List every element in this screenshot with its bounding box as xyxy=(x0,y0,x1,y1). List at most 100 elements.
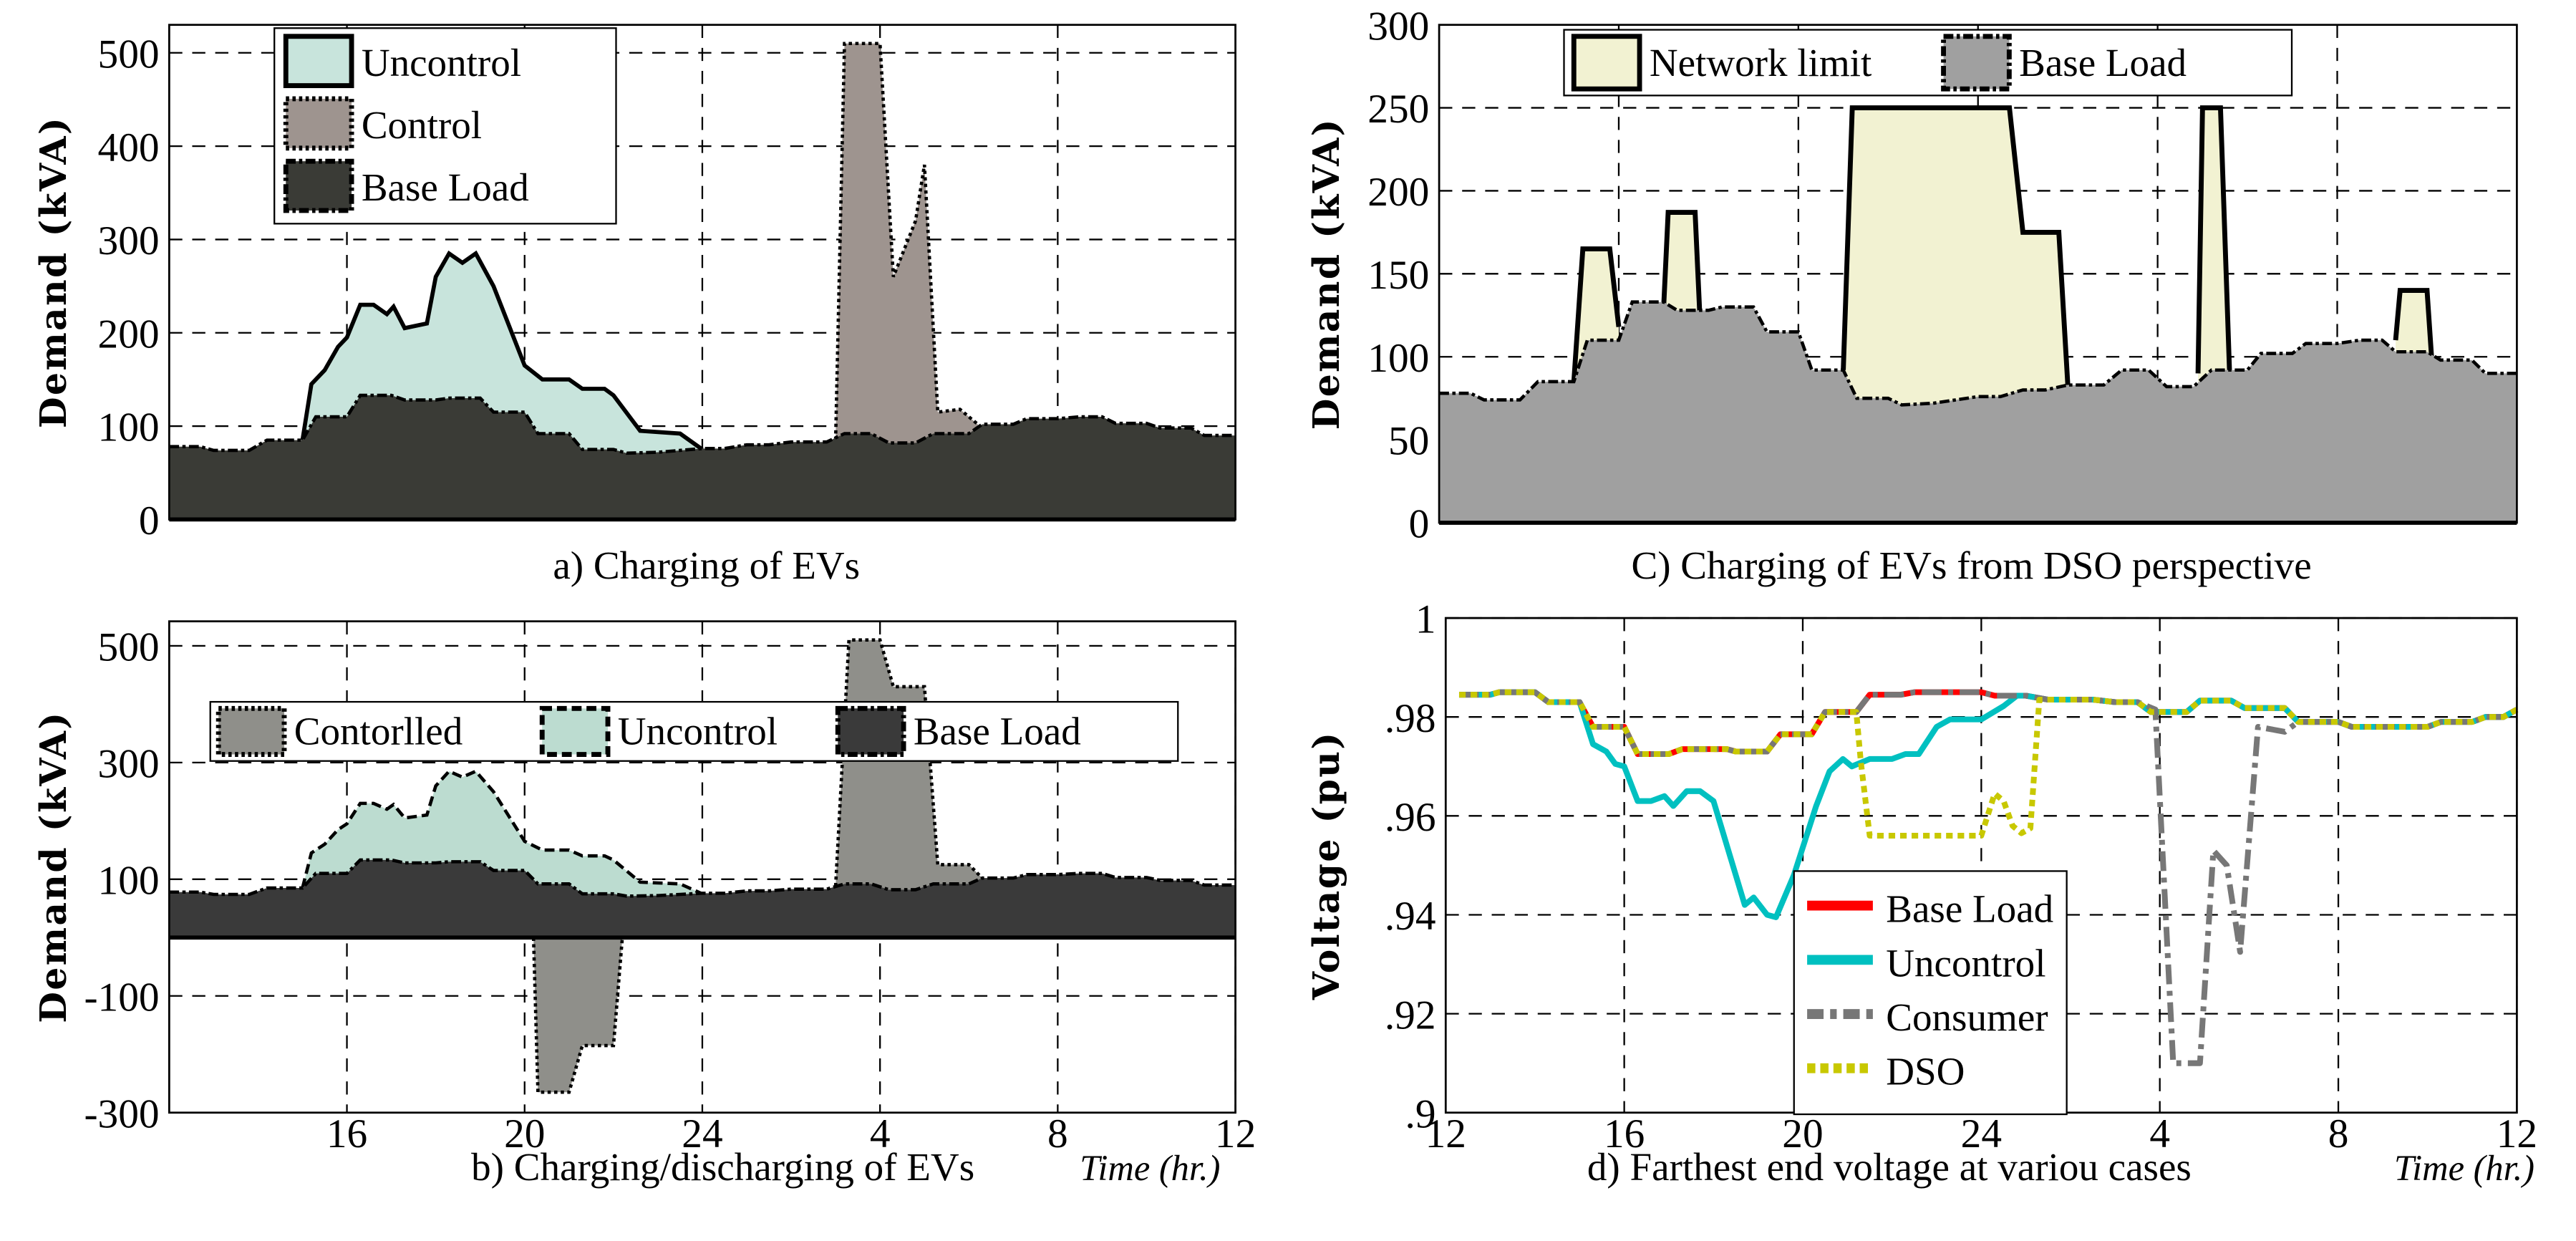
series-line-consumer xyxy=(1458,689,2519,1066)
legend-swatch-uncontrol xyxy=(283,34,354,89)
x-tick-label: 12 xyxy=(1425,1111,1466,1157)
series-outline-network-limit xyxy=(1571,246,1622,382)
series-line-uncontrol xyxy=(1458,689,2519,920)
legend-label: Control xyxy=(362,103,482,147)
legend-swatch-network-limit xyxy=(1571,34,1642,92)
y-tick-label: 0 xyxy=(1409,502,1430,547)
series-outline-network-limit xyxy=(2393,288,2434,357)
x-tick-label: 20 xyxy=(504,1111,545,1157)
legend-box xyxy=(1793,870,2068,1116)
y-axis-label: Voltage (pu) xyxy=(1305,731,1347,1001)
legend-label: Base Load xyxy=(362,165,529,209)
x-tick-label: 20 xyxy=(1782,1111,1823,1157)
subplot-title: b) Charging/discharging of EVs xyxy=(471,1145,974,1189)
y-tick-label: 200 xyxy=(98,312,160,357)
y-tick-label: .94 xyxy=(1385,894,1436,939)
series-line-dso xyxy=(1458,689,2519,839)
y-tick-label: 250 xyxy=(1367,87,1429,132)
legend-label: Base Load xyxy=(2019,41,2187,84)
y-tick-label: 300 xyxy=(98,218,160,264)
chart-d: .9 .92 .94 .96 .98 1 12 16 20 24 4 8 12 Voltage (pu) d… xyxy=(1305,597,2537,1189)
subplot-title: d) Farthest end voltage at variou cases xyxy=(1587,1145,2192,1189)
legend-label: DSO xyxy=(1886,1050,1965,1093)
legend-box xyxy=(209,700,1179,762)
legend-label: Consumer xyxy=(1886,995,2048,1039)
axes-box xyxy=(168,620,1236,1114)
series-area-base-load xyxy=(169,859,1236,938)
series-outline-network-limit xyxy=(1841,105,2071,385)
x-tick-label: 8 xyxy=(2328,1111,2349,1157)
series-area-base-load xyxy=(1439,301,2517,523)
legend-label: Base Load xyxy=(914,710,1081,753)
x-tick-label: 12 xyxy=(1215,1111,1256,1157)
y-tick-label: 300 xyxy=(98,741,160,786)
y-tick-label: 200 xyxy=(1367,170,1429,215)
legend-label: Uncontrol xyxy=(1886,941,2045,985)
y-axis-label: Demand (kVA) xyxy=(1305,117,1347,430)
x-tick-label: 16 xyxy=(1604,1111,1645,1157)
series-outline-uncontrol xyxy=(301,769,703,896)
series-outline-uncontrol xyxy=(300,250,704,451)
x-axis-label: Time (hr.) xyxy=(1080,1148,1220,1188)
legend: Uncontrol Control Base Load xyxy=(273,27,617,225)
series-outline-base-load xyxy=(169,393,1236,455)
legend-swatch-uncontrol xyxy=(539,705,611,757)
legend-swatch-base-load xyxy=(835,705,906,757)
legend: Network limit Base Load xyxy=(1563,29,2293,97)
legend-swatch-contorlled xyxy=(216,705,287,757)
series-outline-network-limit xyxy=(2195,105,2232,374)
y-tick-label: -100 xyxy=(84,975,159,1020)
y-tick-label: 0 xyxy=(139,498,160,544)
y-tick-label: 500 xyxy=(98,32,160,77)
series-area-base-load xyxy=(169,395,1236,520)
y-tick-label: 150 xyxy=(1367,253,1429,298)
legend-label: Network limit xyxy=(1650,41,1872,84)
y-tick-label: 100 xyxy=(98,405,160,450)
y-axis-label: Demand (kVA) xyxy=(32,116,74,428)
legend-label: Uncontrol xyxy=(362,41,521,84)
legend-label: Uncontrol xyxy=(618,710,778,753)
x-axis-label: Time (hr.) xyxy=(2394,1148,2534,1188)
legend-swatch-base-load xyxy=(283,158,354,213)
chart-b: -300 -100 100 300 500 16 20 24 4 8 12 Demand (kVA) b… xyxy=(32,620,1256,1189)
legend-label: Base Load xyxy=(1886,887,2053,931)
series-outline-contorlled xyxy=(531,937,624,1094)
y-tick-label: 300 xyxy=(1367,4,1429,49)
series-outline-base-load xyxy=(1439,300,2517,407)
chart-a: 0 100 200 300 400 500 Demand (kVA) a) Charging … xyxy=(32,24,1236,587)
chart-c: 0 50 100 150 200 250 300 Demand (kVA) C) Chargin… xyxy=(1305,4,2518,587)
y-axis-label: Demand (kVA) xyxy=(32,711,74,1023)
y-tick-label: 100 xyxy=(98,858,160,903)
y-tick-label: .96 xyxy=(1385,795,1436,840)
x-tick-label: 4 xyxy=(870,1111,891,1157)
x-tick-label: 12 xyxy=(2497,1111,2537,1157)
y-tick-label: .92 xyxy=(1385,993,1436,1038)
x-tick-label: 8 xyxy=(1047,1111,1068,1157)
y-tick-label: 500 xyxy=(98,625,160,670)
legend-box xyxy=(1563,29,2293,97)
y-tick-label: 400 xyxy=(98,125,160,170)
x-tick-label: 4 xyxy=(2149,1111,2170,1157)
series-area-control xyxy=(836,43,978,520)
y-tick-label: -300 xyxy=(84,1091,159,1136)
x-tick-label: 24 xyxy=(682,1111,722,1157)
y-tick-label: 1 xyxy=(1415,597,1436,642)
y-tick-label: 100 xyxy=(1367,336,1429,381)
series-area-contorlled xyxy=(533,937,623,1093)
legend-label: Contorlled xyxy=(294,710,463,753)
series-outline-network-limit xyxy=(1661,210,1703,311)
legend-swatch-base-load xyxy=(1941,34,2012,92)
y-tick-label: .9 xyxy=(1405,1091,1435,1136)
series-outline-control xyxy=(833,42,979,440)
y-tick-label: 50 xyxy=(1388,419,1429,464)
subplot-title: a) Charging of EVs xyxy=(553,544,860,587)
legend: Base Load Uncontrol Consumer DSO xyxy=(1793,870,2068,1116)
x-tick-label: 16 xyxy=(326,1111,367,1157)
series-outline-contorlled xyxy=(833,638,984,887)
legend-swatch-control xyxy=(283,96,354,151)
legend: Contorlled Uncontrol Base Load xyxy=(209,700,1179,762)
subplot-title: C) Charging of EVs from DSO perspective xyxy=(1631,544,2311,587)
y-tick-label: .98 xyxy=(1385,696,1436,741)
x-tick-label: 24 xyxy=(1961,1111,2002,1157)
